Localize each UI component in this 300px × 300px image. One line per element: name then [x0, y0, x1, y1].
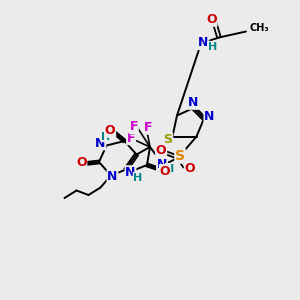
Text: N: N — [198, 36, 208, 50]
Text: N: N — [204, 110, 214, 124]
Text: CH₃: CH₃ — [250, 23, 269, 33]
Text: O: O — [184, 161, 195, 175]
Text: N: N — [107, 170, 118, 183]
Text: F: F — [130, 120, 138, 134]
Text: N: N — [188, 96, 199, 109]
Text: H: H — [166, 164, 175, 174]
Text: N: N — [95, 136, 106, 150]
Text: O: O — [156, 144, 167, 157]
Text: N: N — [125, 166, 136, 179]
Text: N: N — [157, 158, 167, 171]
Text: O: O — [105, 124, 116, 137]
Text: O: O — [206, 13, 217, 26]
Text: F: F — [144, 121, 153, 134]
Text: H: H — [101, 131, 110, 142]
Text: H: H — [134, 172, 142, 183]
Text: O: O — [160, 165, 170, 178]
Text: O: O — [76, 156, 87, 169]
Text: H: H — [208, 41, 217, 52]
Text: S: S — [164, 133, 172, 146]
Text: F: F — [127, 131, 135, 145]
Text: S: S — [175, 149, 185, 163]
